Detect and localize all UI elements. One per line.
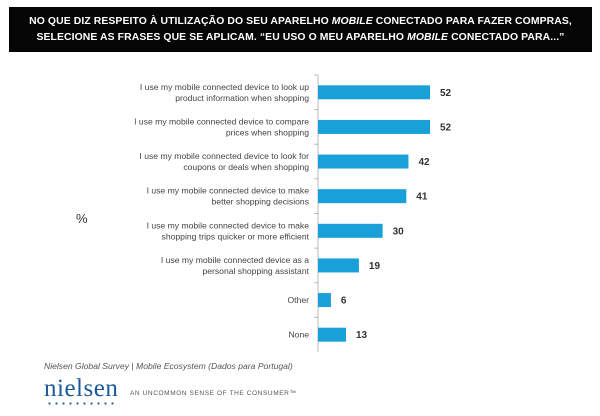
nielsen-logo: nielsen: [44, 375, 119, 402]
category-label-3-line-1: I use my mobile connected device to make: [147, 186, 310, 196]
category-label-5-line-1: I use my mobile connected device as a: [161, 255, 309, 265]
data-label-3: 41: [416, 192, 428, 203]
category-label-0-line-1: I use my mobile connected device to look…: [140, 82, 309, 92]
bar-6: [318, 293, 331, 308]
bar-2: [318, 154, 409, 169]
data-label-1: 52: [440, 122, 452, 133]
source-note: Nielsen Global Survey | Mobile Ecosystem…: [44, 361, 293, 371]
bar-5: [318, 258, 359, 273]
bar-1: [318, 119, 430, 134]
category-label-4-line-2: shopping trips quicker or more efficient: [162, 231, 310, 241]
data-label-7: 13: [356, 330, 368, 341]
logo-dots-decoration: [46, 402, 116, 405]
category-label-7: None: [288, 330, 309, 340]
category-label-0-line-2: product information when shopping: [175, 93, 309, 103]
data-label-4: 30: [393, 226, 405, 237]
bar-0: [318, 85, 430, 100]
category-label-1-line-2: prices when shopping: [226, 127, 309, 137]
title-line-1: NO QUE DIZ RESPEITO À UTILIZAÇÃO DO SEU …: [29, 16, 572, 27]
data-label-5: 19: [369, 261, 381, 272]
bar-7: [318, 327, 346, 342]
category-label-4-line-1: I use my mobile connected device to make: [147, 220, 310, 230]
data-label-0: 52: [440, 88, 452, 99]
category-label-2-line-1: I use my mobile connected device to look…: [139, 151, 309, 161]
category-label-5-line-2: personal shopping assistant: [202, 266, 309, 276]
category-label-1-line-1: I use my mobile connected device to comp…: [134, 116, 309, 126]
category-label-3-line-2: better shopping decisions: [212, 197, 309, 207]
data-label-6: 6: [341, 296, 347, 307]
title-line-2: SELECIONE AS FRASES QUE SE APLICAM. “EU …: [36, 32, 565, 43]
category-label-6: Other: [288, 295, 310, 305]
y-axis-unit-label: %: [76, 211, 88, 226]
brand-tagline: AN UNCOMMON SENSE OF THE CONSUMER™: [130, 390, 297, 397]
chart-title-banner: NO QUE DIZ RESPEITO À UTILIZAÇÃO DO SEU …: [9, 7, 592, 52]
bar-4: [318, 223, 383, 238]
data-label-2: 42: [418, 157, 430, 168]
bar-3: [318, 189, 407, 204]
category-label-2-line-2: coupons or deals when shopping: [183, 162, 309, 172]
